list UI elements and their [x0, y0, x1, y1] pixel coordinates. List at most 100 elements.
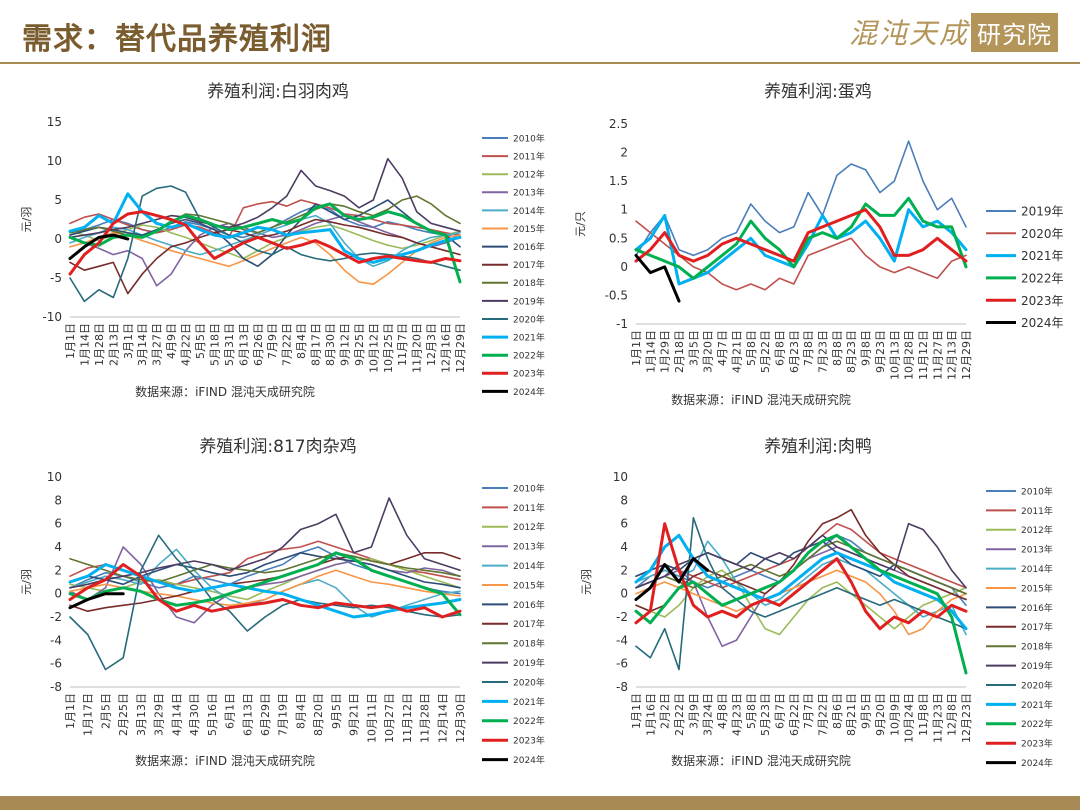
y-axis-label: 元/羽: [20, 569, 33, 595]
chart-title: 养殖利润:蛋鸡: [764, 82, 872, 102]
x-tick-label: 12月13日: [946, 330, 959, 380]
legend-label: 2021年: [1021, 249, 1064, 263]
legend-label: 2023年: [1021, 294, 1064, 308]
x-tick-label: 9月5日: [860, 693, 873, 729]
x-tick-label: 12月14日: [436, 693, 449, 743]
y-tick-label: -4: [50, 633, 62, 647]
x-tick-label: 4月23日: [730, 693, 743, 736]
x-tick-label: 6月1日: [224, 693, 237, 729]
legend-label: 2016年: [513, 599, 545, 611]
chart-source: 数据来源：iFIND 混沌天成研究院: [135, 384, 315, 399]
x-tick-label: 2月2日: [659, 693, 672, 729]
y-tick-label: 0: [54, 232, 62, 246]
series-line-2014年: [635, 540, 967, 636]
y-tick-label: -10: [42, 310, 62, 324]
legend-label: 2019年: [1021, 205, 1064, 219]
x-tick-label: 12月29日: [454, 323, 467, 373]
series-line-2023年: [68, 563, 462, 619]
legend-label: 2019年: [1021, 660, 1053, 672]
y-axis-label: 元/只: [574, 211, 587, 237]
x-tick-label: 8月6日: [831, 693, 844, 729]
x-tick-label: 5月16日: [206, 693, 219, 736]
x-tick-label: 2月5日: [99, 693, 112, 729]
x-tick-label: 7月22日: [817, 693, 830, 736]
x-tick-label: 11月7日: [396, 323, 409, 366]
legend-label: 2011年: [513, 151, 545, 163]
legend-label: 2022年: [513, 350, 545, 362]
y-tick-label: -5: [50, 271, 62, 285]
legend-label: 2022年: [1021, 271, 1064, 285]
x-tick-label: 11月28日: [419, 693, 432, 743]
x-tick-label: 3月14日: [136, 323, 149, 366]
legend-label: 2013年: [513, 187, 545, 199]
series-line-2015年: [635, 569, 967, 636]
x-tick-label: 11月23日: [931, 693, 944, 743]
x-tick-label: 7月19日: [277, 693, 290, 736]
series-line-2019年: [635, 140, 967, 257]
legend-label: 2021年: [1021, 699, 1053, 711]
legend-label: 2020年: [513, 676, 545, 688]
legend-label: 2021年: [513, 696, 545, 708]
y-tick-label: 0: [54, 587, 62, 601]
x-tick-label: 5月31日: [223, 323, 236, 366]
x-tick-label: 4月8日: [716, 693, 729, 729]
x-tick-label: 5月8日: [745, 693, 758, 729]
legend-label: 2014年: [513, 205, 545, 217]
legend-label: 2013年: [1021, 544, 1053, 556]
x-tick-label: 6月7日: [773, 693, 786, 729]
x-tick-label: 8月23日: [845, 330, 858, 373]
legend-label: 2010年: [513, 132, 545, 144]
x-tick-label: 12月3日: [425, 323, 438, 366]
y-axis-label: 元/羽: [20, 207, 33, 233]
x-tick-label: 5月5日: [194, 323, 207, 359]
series-line-2019年: [635, 522, 967, 589]
chart-title: 养殖利润:肉鸭: [764, 437, 872, 457]
x-tick-label: 9月25日: [353, 323, 366, 366]
x-tick-label: 5月22日: [759, 330, 772, 373]
legend-label: 2019年: [513, 657, 545, 669]
legend-label: 2017年: [513, 618, 545, 630]
x-tick-label: 3月5日: [687, 330, 700, 366]
series-line-2022年: [634, 196, 968, 280]
x-tick-label: 1月28日: [93, 323, 106, 366]
header-divider: [0, 62, 1080, 64]
y-tick-label: -6: [50, 657, 62, 671]
x-tick-label: 8月4日: [294, 693, 307, 729]
x-tick-label: 2月22日: [673, 693, 686, 736]
x-tick-label: 8月30日: [324, 323, 337, 366]
x-tick-label: 7月7日: [802, 693, 815, 729]
legend-label: 2018年: [513, 277, 545, 289]
x-tick-label: 12月29日: [960, 330, 973, 380]
y-axis-label: 元/羽: [580, 569, 593, 595]
series-line-2023年: [68, 210, 462, 276]
x-tick-label: 3月24日: [702, 693, 715, 736]
x-tick-label: 4月9日: [165, 323, 178, 359]
legend-label: 2017年: [1021, 621, 1053, 633]
x-tick-label: 1月1日: [64, 693, 77, 729]
legend-label: 2024年: [1021, 316, 1064, 330]
legend-label: 2017年: [513, 259, 545, 271]
legend-label: 2011年: [513, 502, 545, 514]
y-tick-label: 15: [47, 115, 62, 129]
legend-label: 2020年: [1021, 227, 1064, 241]
x-tick-label: 6月29日: [259, 693, 272, 736]
y-tick-label: -8: [50, 680, 62, 694]
chart-source: 数据来源：iFIND 混沌天成研究院: [671, 753, 851, 768]
x-tick-label: 6月13日: [241, 693, 254, 736]
y-tick-label: 0: [620, 260, 628, 274]
x-tick-label: 1月17日: [82, 693, 95, 736]
x-tick-label: 11月20日: [411, 323, 424, 373]
x-tick-label: 12月30日: [454, 693, 467, 743]
x-tick-label: 3月1日: [122, 323, 135, 359]
legend-label: 2020年: [513, 313, 545, 325]
y-tick-label: 2: [620, 146, 628, 160]
series-line-2016年: [69, 199, 461, 268]
legend-label: 2015年: [513, 223, 545, 235]
y-tick-label: -8: [616, 680, 628, 694]
series-line-2015年: [69, 232, 461, 285]
y-tick-label: -2: [50, 610, 62, 624]
series-line-2024年: [68, 233, 130, 260]
x-tick-label: 11月12日: [917, 330, 930, 380]
